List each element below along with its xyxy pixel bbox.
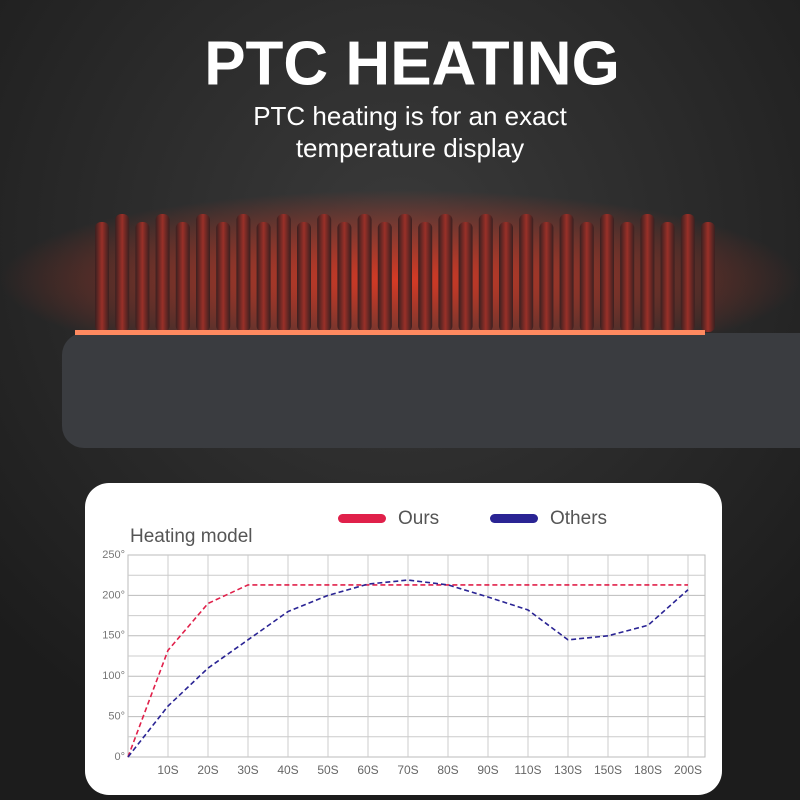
bristle bbox=[175, 222, 190, 332]
bristle bbox=[499, 222, 513, 332]
x-tick-label: 150S bbox=[594, 763, 622, 777]
y-tick-label: 0° bbox=[114, 751, 125, 763]
x-tick-label: 20S bbox=[197, 763, 218, 777]
chart: 0° 50° 100° 150° 200° 250° 10S 20S 30S 40S 50S 60S 7… bbox=[102, 508, 706, 777]
bristle bbox=[337, 222, 352, 332]
bristle bbox=[539, 222, 554, 332]
legend-swatch bbox=[338, 514, 386, 523]
subheadline: PTC heating is for an exact temperature … bbox=[253, 101, 567, 163]
chart-title: Heating model bbox=[130, 526, 253, 547]
bristle bbox=[478, 214, 493, 332]
legend-label: Others bbox=[550, 508, 607, 529]
bristle bbox=[196, 214, 210, 332]
bristle bbox=[377, 222, 392, 332]
bristle bbox=[559, 214, 574, 332]
y-tick-label: 50° bbox=[108, 711, 125, 723]
bristle bbox=[680, 214, 695, 332]
x-tick-label: 40S bbox=[277, 763, 298, 777]
x-tick-label: 80S bbox=[437, 763, 458, 777]
bristle bbox=[135, 222, 150, 332]
bristle bbox=[701, 222, 715, 332]
x-tick-label: 60S bbox=[357, 763, 378, 777]
bristle bbox=[155, 214, 170, 332]
y-tick-label: 150° bbox=[102, 630, 125, 642]
bristle bbox=[256, 222, 271, 332]
bristle bbox=[317, 214, 332, 332]
heat-strip bbox=[75, 330, 705, 335]
x-tick-label: 110S bbox=[514, 763, 541, 777]
x-tick-label: 10S bbox=[157, 763, 178, 777]
subheadline-box: PTC heating is for an exact temperature … bbox=[253, 101, 567, 163]
x-tick-label: 70S bbox=[397, 763, 418, 777]
brush-body bbox=[62, 333, 800, 448]
x-tick-label: 200S bbox=[674, 763, 702, 777]
bristle bbox=[236, 214, 251, 332]
bristle bbox=[95, 222, 109, 332]
bristle bbox=[297, 222, 311, 332]
x-tick-label: 90S bbox=[477, 763, 498, 777]
series-line bbox=[127, 579, 689, 758]
bristle bbox=[216, 222, 231, 332]
bristle bbox=[519, 214, 534, 332]
bristle bbox=[660, 222, 675, 332]
bristle bbox=[438, 214, 453, 332]
bristle bbox=[600, 214, 614, 332]
bristle bbox=[640, 214, 655, 332]
bristle bbox=[398, 214, 412, 332]
y-tick-label: 250° bbox=[102, 549, 125, 561]
bristle bbox=[115, 214, 130, 332]
legend-label: Ours bbox=[398, 508, 439, 529]
legend-swatch bbox=[490, 514, 538, 523]
y-tick-label: 200° bbox=[102, 589, 125, 601]
bristle bbox=[418, 222, 433, 332]
x-tick-label: 30S bbox=[237, 763, 258, 777]
x-tick-label: 180S bbox=[634, 763, 662, 777]
bristle bbox=[276, 214, 291, 332]
bristles bbox=[95, 214, 715, 332]
bristle bbox=[579, 222, 594, 332]
x-tick-label: 50S bbox=[317, 763, 338, 777]
x-tick-label: 130S bbox=[554, 763, 582, 777]
bristle bbox=[458, 222, 473, 332]
series-line bbox=[127, 584, 688, 758]
y-tick-label: 100° bbox=[102, 670, 125, 682]
bristle bbox=[620, 222, 635, 332]
headline: PTC HEATING bbox=[204, 29, 620, 98]
bristle bbox=[357, 214, 372, 332]
